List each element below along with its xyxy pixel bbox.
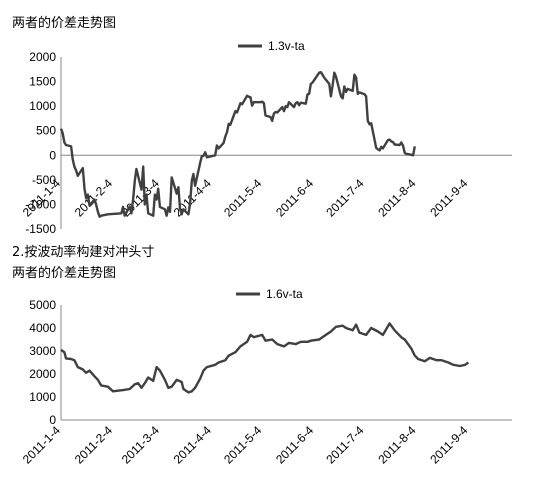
x-tick-label: 2011-6-4: [273, 423, 316, 466]
x-tick-label: 2011-8-4: [375, 423, 418, 466]
x-tick-label: 2011-2-4: [72, 423, 115, 466]
chart1-title: 两者的价差走势图: [12, 16, 117, 31]
y-tick-label: 2000: [29, 50, 56, 64]
x-tick-label: 2011-7-4: [323, 176, 366, 219]
legend-label: 1.3v-ta: [268, 39, 305, 53]
y-tick-label: 5000: [29, 298, 56, 312]
y-tick-label: -1000: [25, 197, 56, 211]
y-tick-label: 0: [49, 413, 56, 427]
series-line-1.3v-ta: [59, 71, 416, 218]
legend-label: 1.6v-ta: [266, 287, 303, 301]
y-tick-label: 500: [36, 124, 56, 138]
x-tick-label: 2011-5-4: [221, 176, 264, 219]
x-tick-label: 2011-3-4: [119, 423, 162, 466]
x-tick-label: 2011-9-4: [427, 423, 470, 466]
y-tick-label: -500: [32, 173, 56, 187]
y-tick-label: -1500: [25, 222, 56, 236]
y-tick-label: 1000: [29, 390, 56, 404]
y-tick-label: 3000: [29, 344, 56, 358]
y-tick-label: 0: [49, 148, 56, 162]
y-tick-label: 4000: [29, 321, 56, 335]
series-line-1.6v-ta: [60, 322, 470, 394]
x-tick-label: 2011-5-4: [221, 423, 264, 466]
x-tick-label: 2011-2-4: [72, 176, 115, 219]
chart2-title: 两者的价差走势图: [12, 266, 117, 281]
x-tick-label: 2011-9-4: [427, 176, 470, 219]
section2-caption: 2.按波动率构建对冲头寸: [12, 245, 155, 260]
y-tick-label: 2000: [29, 367, 56, 381]
y-tick-label: 1500: [29, 75, 56, 89]
x-tick-label: 2011-8-4: [375, 176, 418, 219]
y-tick-label: 1000: [29, 99, 56, 113]
x-tick-label: 2011-1-4: [20, 423, 63, 466]
x-tick-label: 2011-6-4: [273, 176, 316, 219]
x-tick-label: 2011-7-4: [323, 423, 366, 466]
x-tick-label: 2011-4-4: [171, 423, 214, 466]
